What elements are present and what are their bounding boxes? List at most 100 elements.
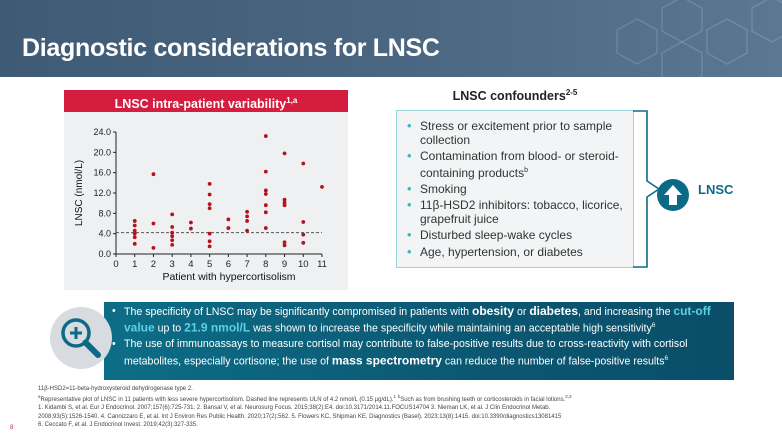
data-point [301,161,306,166]
data-point [263,134,268,138]
data-point [207,244,212,249]
footnotes: aRepresentative plot of LNSC in 11 patie… [38,393,748,404]
data-point [282,197,287,202]
note-a: Representative plot of LNSC in 11 patien… [40,397,394,404]
confounder-item: 11β-HSD2 inhibitors: tobacco, licorice, … [407,198,625,226]
reference-line: 6. Ceccato F, et al. J Endocrinol Invest… [38,421,198,428]
data-point [132,228,137,233]
data-point [132,241,137,246]
data-point [132,223,137,228]
confounder-text: Contamination from blood- or steroid-con… [420,149,619,180]
data-point [207,181,212,186]
data-point [263,203,268,208]
data-point [245,209,249,214]
confounder-text: Smoking [420,181,467,196]
y-tick-label: 0.0 [98,249,111,259]
data-point [189,220,193,225]
x-axis-label: Patient with hypercortisolism [162,271,295,283]
x-tick-label: 6 [226,259,231,270]
y-tick-label: 4.0 [98,229,111,239]
kp1-pre: The specificity of LNSC may be significa… [124,306,472,318]
data-point [245,219,249,223]
y-tick-label: 12.0 [93,188,111,198]
y-tick-label: 24.0 [93,127,111,137]
key-point: The specificity of LNSC may be significa… [104,304,726,336]
data-point [245,214,249,219]
x-tick-label: 10 [298,259,309,270]
reference-line: 2008;93(5):1526-1540. 4. Cannizzaro E, e… [38,413,562,420]
magnifier-plus-icon [61,318,101,358]
slide-title: Diagnostic considerations for LNSC [22,34,440,62]
chart-title-sup: 1,a [286,96,298,105]
references: 11β-HSD2=11-beta-hydroxysteroid dehydrog… [38,385,748,429]
kp2-pre: The use of immunoassays to measure corti… [124,338,688,368]
data-point [301,220,306,224]
kp1-post: was shown to increase the specificity wh… [250,322,652,335]
lnsc-result-label: LNSC [698,182,734,197]
kp1-upto: up to [154,322,185,335]
confounder-item: Disturbed sleep-wake cycles [407,228,625,242]
data-point [263,210,268,215]
lnsc-scatter-chart: 0.0 4.0 8.0 12.0 16.0 20.0 24.0 0 1 2 3 4 5 6 7 8 9 10 11 P… [74,127,327,283]
data-point [170,238,175,243]
x-tick-label: 1 [132,259,137,270]
data-point [263,192,268,196]
x-tick-label: 11 [317,259,327,270]
kp1-or: or [514,306,530,318]
data-point [245,228,249,233]
kp1-sup: 6 [651,322,656,330]
data-point [282,243,287,248]
x-tick-label: 0 [113,259,118,270]
y-tick-label: 8.0 [98,208,111,218]
reference-line: 1. Kidambi S, et al. Eur J Endocrinol. 2… [38,405,551,412]
x-tick-label: 7 [244,259,249,270]
x-tick-label: 2 [151,259,156,270]
kp1-obesity: obesity [471,304,514,318]
y-axis-label: LNSC (nmol/L) [74,160,85,226]
data-point [170,234,175,239]
magnifier-circle [50,307,112,369]
data-point [263,226,268,230]
data-point [207,192,212,197]
kp1-diabetes: diabetes [529,304,578,318]
data-point [226,226,231,230]
confounder-item: Age, hypertension, or diabetes [407,245,625,259]
data-point [207,231,212,236]
abbreviation-note: 11β-HSD2=11-beta-hydroxysteroid dehydrog… [38,386,193,392]
kp1-mid: , and increasing the [578,306,674,318]
note-a-cite: 1 [393,394,396,400]
confounder-text: 11β-HSD2 inhibitors: tobacco, licorice, … [420,198,623,227]
data-point [207,202,212,207]
data-point [132,235,137,240]
chart-panel: LNSC intra-patient variability1,a 0.0 4.0… [64,90,348,290]
note-a-mark: a [38,394,41,400]
kp2-ms: mass spectrometry [331,353,442,368]
confounders-title-text: LNSC confounders [452,89,566,104]
up-arrow-icon [657,179,689,211]
data-point [226,217,231,222]
page-number: 8 [10,425,14,431]
data-point [320,185,324,189]
data-point [282,200,287,205]
confounders-box: Stress or excitement prior to sample col… [396,110,634,268]
x-tick-label: 8 [263,259,268,270]
header-banner: Diagnostic considerations for LNSC [0,0,782,77]
kp2-post: can reduce the number of false-positive … [441,355,665,368]
data-point [207,206,212,211]
confounder-text: Stress or excitement prior to sample col… [420,119,613,148]
confounders-list: Stress or excitement prior to sample col… [397,111,633,259]
data-point [151,221,156,226]
data-point [207,239,212,244]
x-tick-label: 9 [282,259,287,270]
confounders-title-sup: 2-5 [565,88,578,97]
data-point [263,169,268,174]
x-tick-label: 5 [207,259,212,270]
data-point [189,226,193,231]
data-point [282,151,287,156]
confounder-sup: b [524,166,528,174]
data-point [132,219,137,223]
data-point [151,172,156,177]
chart-title: LNSC intra-patient variability1,a [64,90,348,112]
confounders-title: LNSC confounders2-5 [396,88,634,103]
data-point [263,188,268,193]
